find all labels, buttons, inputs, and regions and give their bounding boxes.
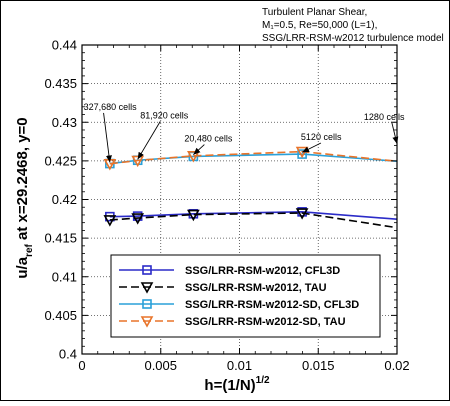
- legend-label: SSG/LRR-RSM-w2012, TAU: [185, 282, 327, 294]
- y-tick-label: 0.435: [44, 76, 77, 91]
- y-axis-title-rest: at x=29.2468, y=0: [14, 117, 31, 244]
- x-tick-label: 0: [78, 358, 85, 373]
- legend-marker: [140, 316, 154, 328]
- legend-entry: SSG/LRR-RSM-w2012, TAU: [119, 282, 327, 294]
- legend-box: [110, 254, 381, 338]
- legend-entry: SSG/LRR-RSM-w2012, CFL3D: [119, 265, 340, 277]
- annotation-arrow: [301, 142, 322, 153]
- annotation-arrow: [137, 121, 161, 160]
- legend-label: SSG/LRR-RSM-w2012, CFL3D: [185, 265, 340, 277]
- y-axis-title-main: u/a: [14, 256, 31, 278]
- series-2-point: [103, 215, 117, 227]
- x-tick-label: 0.015: [302, 358, 335, 373]
- title-line-3: SSG/LRR-RSM-w2012 turbulence model: [262, 33, 444, 44]
- annotation-label: 1280 cells: [364, 112, 405, 122]
- series-2-point: [187, 209, 200, 222]
- annotation-arrow: [391, 122, 399, 144]
- x-tick-label: 0.005: [144, 358, 177, 373]
- series-2: [103, 208, 398, 229]
- annotation-arrow: [103, 112, 112, 163]
- title-line-1: Turbulent Planar Shear,: [262, 7, 367, 18]
- y-tick-label: 0.425: [44, 153, 77, 168]
- y-tick-label: 0.42: [52, 192, 77, 207]
- series-2-point: [131, 213, 145, 225]
- y-tick-label: 0.44: [52, 38, 77, 53]
- legend-entry: SSG/LRR-RSM-w2012-SD, TAU: [119, 316, 346, 328]
- series-1-line: [109, 211, 398, 220]
- grid: [82, 45, 397, 354]
- y-tick-label: 0.41: [52, 269, 77, 284]
- annotation-label: 20,480 cells: [184, 134, 233, 144]
- annotation-label: 327,680 cells: [84, 102, 138, 112]
- title-line-2: M₁=0.5, Re=50,000 (L=1),: [262, 20, 377, 31]
- legend-label: SSG/LRR-RSM-w2012-SD, TAU: [185, 316, 346, 328]
- y-tick-label: 0.4: [59, 347, 77, 362]
- annotation-label: 81,920 cells: [140, 110, 189, 120]
- x-axis-title: h=(1/N)1/2: [204, 375, 270, 394]
- x-tick-label: 0.02: [384, 358, 409, 373]
- legend-marker: [142, 265, 152, 275]
- legend: SSG/LRR-RSM-w2012, CFL3D SSG/LRR-RSM-w201…: [110, 254, 381, 338]
- y-tick-label: 0.415: [44, 231, 77, 246]
- legend-entry: SSG/LRR-RSM-w2012-SD, CFL3D: [119, 299, 359, 311]
- x-axis-title-sup: 1/2: [256, 375, 270, 386]
- series-2-point: [295, 208, 309, 220]
- series-2-line: [109, 212, 398, 229]
- legend-marker: [140, 282, 154, 294]
- ticks: 0 0.005 0.01 0.015 0.02 0.4 0.405 0.41 0.415 0.42…: [44, 38, 409, 374]
- annotation-label: 5120 cells: [301, 132, 342, 142]
- x-tick-label: 0.01: [227, 358, 252, 373]
- y-axis-title: u/aref at x=29.2468, y=0: [14, 117, 35, 278]
- y-tick-label: 0.43: [52, 115, 77, 130]
- legend-label: SSG/LRR-RSM-w2012-SD, CFL3D: [185, 299, 359, 311]
- series-4-line: [109, 150, 398, 165]
- x-axis-title-main: h=(1/N): [204, 377, 255, 394]
- annotation-arrow: [193, 144, 205, 156]
- y-tick-label: 0.405: [44, 308, 77, 323]
- legend-marker: [142, 299, 152, 309]
- y-axis-title-sub: ref: [24, 243, 35, 256]
- chart-title: Turbulent Planar Shear, M₁=0.5, Re=50,00…: [262, 7, 444, 44]
